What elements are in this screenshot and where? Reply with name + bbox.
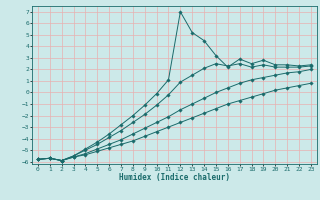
X-axis label: Humidex (Indice chaleur): Humidex (Indice chaleur): [119, 173, 230, 182]
